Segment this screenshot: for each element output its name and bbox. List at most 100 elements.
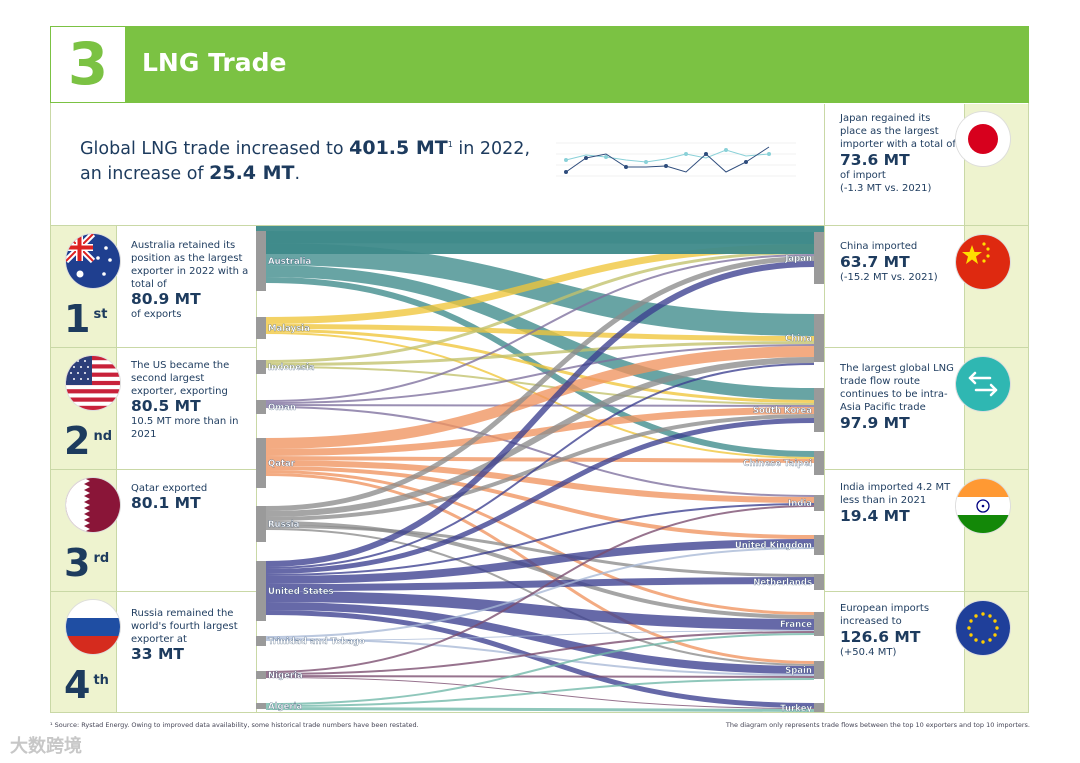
flow-malaysia-to-china <box>265 324 815 341</box>
flow-algeria-to-spain <box>265 678 815 707</box>
divider <box>824 591 1028 592</box>
flow-nigeria-to-spain <box>265 675 815 678</box>
divider <box>51 225 1028 226</box>
flow-oman-to-china <box>265 344 815 404</box>
importer-node-united-kingdom <box>814 535 824 555</box>
importer-node-china <box>814 314 824 362</box>
flow-united-states-to-china <box>265 363 815 569</box>
flow-qatar-to-united-kingdom <box>265 466 815 539</box>
flow-russia-to-china <box>265 357 815 517</box>
exporter-card-australia: Australia retained its position as the l… <box>131 239 249 321</box>
section-number: 3 <box>50 26 126 103</box>
flow-trinidad-and-tobago-to-united-kingdom <box>265 547 815 638</box>
card-value: 80.5 MT <box>131 397 201 415</box>
flow-trinidad-and-tobago-to-france <box>265 630 815 641</box>
usa-flag <box>66 356 120 410</box>
lng-trade-flow-sankey: Australia Malaysia Indonesia Oman Qatar Russi… <box>256 226 824 712</box>
importer-card-india: India imported 4.2 MT less than in 2021 … <box>840 481 958 525</box>
importer-label: Japan <box>784 254 812 264</box>
importer-card-china: China imported 63.7 MT (-15.2 MT vs. 202… <box>840 240 958 284</box>
card-text: Russia remained the world's fourth large… <box>131 608 238 645</box>
importer-node-turkey <box>814 703 824 712</box>
source-footnote: ¹ Source: Rystad Energy. Owing to improv… <box>50 721 419 729</box>
card-value: 73.6 MT <box>840 151 910 169</box>
india-flag <box>956 479 1010 533</box>
card-text: European imports increased to <box>840 603 930 627</box>
exporter-label: Australia <box>268 257 312 267</box>
card-text: (-1.3 MT vs. 2021) <box>840 183 932 194</box>
qatar-flag <box>66 478 120 532</box>
card-value: 80.1 MT <box>131 494 201 512</box>
flow-malaysia-to-south-korea <box>265 329 815 403</box>
watermark-logo: 大数跨境 <box>10 736 82 757</box>
importer-node-spain <box>814 661 824 679</box>
flow-united-states-to-japan <box>265 261 815 567</box>
card-value: 97.9 MT <box>840 414 910 432</box>
divider <box>824 104 825 712</box>
exporter-node-russia <box>256 506 266 542</box>
divider <box>964 104 965 712</box>
importer-label: South Korea <box>753 406 812 416</box>
card-text: of exports <box>131 309 182 320</box>
exporter-label: Nigeria <box>268 671 303 681</box>
importer-card-trade-route: The largest global LNG trade flow route … <box>840 362 958 432</box>
exporter-node-qatar <box>256 438 266 488</box>
importer-node-chinese-taipei <box>814 451 824 475</box>
japan-flag <box>956 112 1010 166</box>
eu-flag <box>956 601 1010 655</box>
card-text: (-15.2 MT vs. 2021) <box>840 272 938 283</box>
intro-statement: Global LNG trade increased to 401.5 MT1 … <box>80 133 530 186</box>
exporter-node-australia <box>256 231 266 291</box>
flow-qatar-to-chinese-taipei <box>265 456 815 463</box>
exporter-node-nigeria <box>256 671 266 679</box>
exporter-node-algeria <box>256 703 266 709</box>
diagram-note: The diagram only represents trade flows … <box>725 721 1030 729</box>
china-flag <box>956 235 1010 289</box>
flow-qatar-to-india <box>265 460 815 503</box>
card-text: Japan regained its place as the largest … <box>840 113 956 150</box>
divider <box>116 226 117 712</box>
importer-label: United Kingdom <box>735 541 812 551</box>
flow-russia-to-netherlands <box>265 525 815 577</box>
flow-united-states-to-india <box>265 503 815 576</box>
flow-united-states-to-netherlands <box>265 577 815 591</box>
divider <box>51 347 256 348</box>
flow-qatar-to-france <box>265 470 815 615</box>
card-text: Australia retained its position as the l… <box>131 240 249 290</box>
trade-flow-icon <box>956 357 1010 411</box>
flow-russia-to-spain <box>265 528 815 666</box>
importer-label: Netherlands <box>753 578 812 588</box>
flow-russia-to-south-korea <box>265 414 815 521</box>
australia-flag <box>66 234 120 288</box>
importer-node-japan <box>814 232 824 284</box>
exporter-node-oman <box>256 400 266 414</box>
exporter-card-russia: Russia remained the world's fourth large… <box>131 607 249 663</box>
card-text: The US became the second largest exporte… <box>131 360 230 397</box>
divider <box>51 591 256 592</box>
importer-node-south-korea <box>814 388 824 432</box>
card-text: China imported <box>840 241 918 252</box>
flow-united-states-to-united-kingdom <box>265 539 815 584</box>
card-value: 19.4 MT <box>840 507 910 525</box>
importer-label: Chinese Taipei <box>743 459 812 469</box>
flow-oman-to-japan <box>265 254 815 402</box>
card-text: of import <box>840 170 886 181</box>
importer-label: China <box>785 334 812 344</box>
intro-text: Global LNG trade increased to <box>80 138 350 159</box>
flow-australia-to-china <box>265 243 815 336</box>
card-value: 80.9 MT <box>131 290 201 308</box>
flow-indonesia-to-japan <box>265 251 815 363</box>
total-trade-value: 401.5 MT <box>349 136 448 159</box>
exporter-node-united-states <box>256 561 266 621</box>
footnote-marker: 1 <box>447 140 453 149</box>
card-value: 126.6 MT <box>840 628 921 646</box>
exporter-label: Malaysia <box>268 324 310 334</box>
importer-label: Turkey <box>780 704 812 712</box>
section-title: LNG Trade <box>142 48 287 77</box>
exporter-label: Algeria <box>268 702 302 712</box>
flow-nigeria-to-india <box>265 505 815 673</box>
